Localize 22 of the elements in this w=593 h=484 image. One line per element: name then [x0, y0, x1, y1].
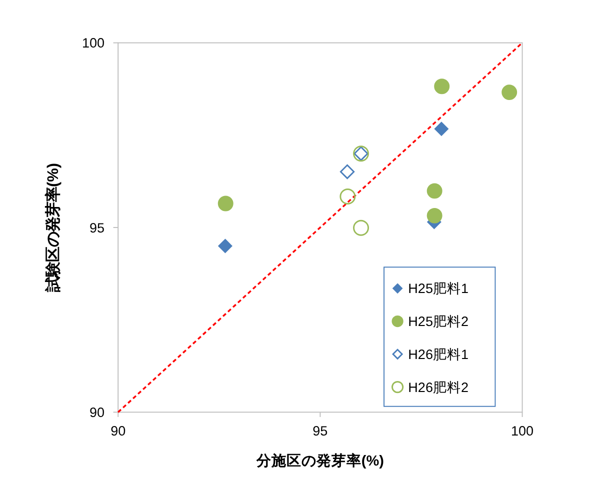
legend-label: H25肥料1 — [408, 281, 468, 296]
y-axis-title: 試験区の発芽率(%) — [44, 162, 62, 294]
point — [502, 84, 518, 100]
x-tick-label: 100 — [511, 423, 534, 438]
y-tick-label: 100 — [82, 36, 105, 51]
legend-label: H26肥料2 — [408, 380, 468, 395]
point — [218, 238, 232, 254]
y-tick-label: 90 — [90, 405, 105, 420]
point — [426, 183, 442, 199]
point — [340, 188, 356, 204]
legend-label: H26肥料1 — [408, 347, 468, 362]
point — [426, 208, 442, 224]
x-axis-title: 分施区の発芽率(%) — [255, 451, 384, 470]
point — [434, 122, 449, 136]
x-tick-label: 95 — [312, 423, 328, 438]
point — [340, 164, 355, 180]
point — [353, 220, 369, 236]
point — [434, 78, 450, 94]
y-tick-label: 95 — [90, 220, 105, 236]
legend-label: H25肥料2 — [408, 314, 468, 330]
point — [218, 196, 234, 212]
x-tick-label: 90 — [110, 423, 126, 438]
